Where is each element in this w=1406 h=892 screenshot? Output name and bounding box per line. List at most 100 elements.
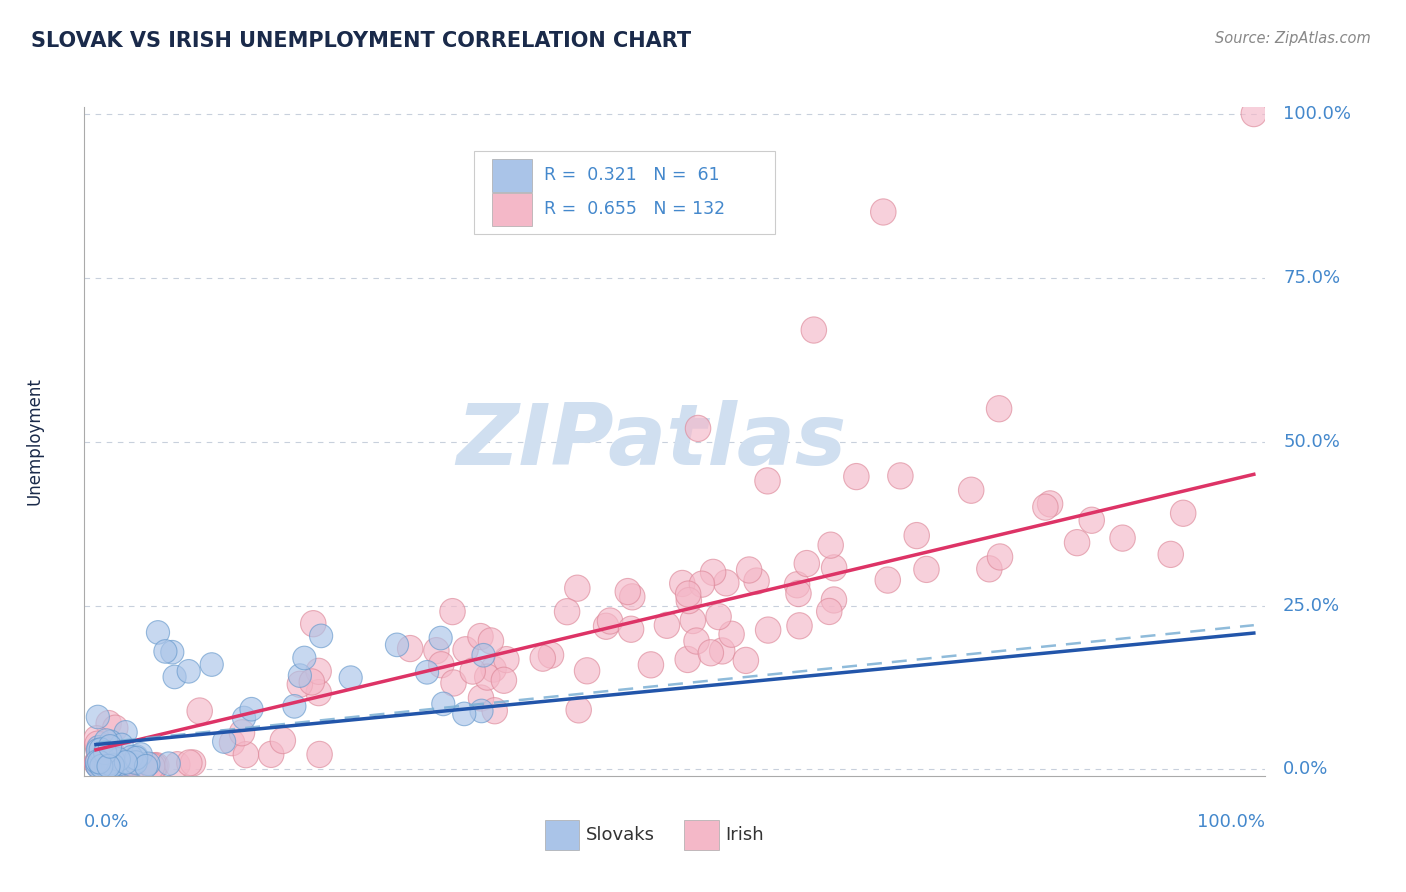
Ellipse shape [87,750,111,774]
Ellipse shape [1064,530,1090,556]
Ellipse shape [114,721,138,744]
Ellipse shape [491,667,516,693]
Ellipse shape [472,643,495,667]
Ellipse shape [90,755,112,778]
Text: 0.0%: 0.0% [84,813,129,830]
Ellipse shape [84,731,110,757]
Ellipse shape [675,581,702,607]
Ellipse shape [288,664,312,688]
FancyBboxPatch shape [546,821,579,849]
Ellipse shape [468,685,494,711]
Ellipse shape [101,754,125,777]
Ellipse shape [84,750,110,776]
Ellipse shape [309,624,333,648]
Ellipse shape [96,753,121,780]
Ellipse shape [94,755,117,778]
Ellipse shape [114,750,139,776]
Ellipse shape [90,742,115,768]
Ellipse shape [110,733,134,756]
Ellipse shape [619,616,644,642]
Ellipse shape [135,755,157,778]
Text: 75.0%: 75.0% [1284,268,1340,286]
Ellipse shape [460,658,485,684]
Ellipse shape [94,729,118,752]
Ellipse shape [818,532,844,558]
Ellipse shape [870,199,896,225]
Ellipse shape [530,645,555,672]
Ellipse shape [821,587,846,613]
Ellipse shape [84,749,110,776]
Ellipse shape [786,581,811,607]
Ellipse shape [620,583,645,610]
FancyBboxPatch shape [492,159,531,192]
Ellipse shape [987,396,1012,422]
Ellipse shape [87,753,112,780]
Ellipse shape [90,754,112,778]
Ellipse shape [93,755,115,778]
Ellipse shape [212,730,236,754]
Ellipse shape [689,571,714,598]
Ellipse shape [794,550,820,576]
Ellipse shape [139,753,165,780]
Ellipse shape [710,638,735,664]
Text: Source: ZipAtlas.com: Source: ZipAtlas.com [1215,31,1371,46]
Ellipse shape [554,599,579,624]
Ellipse shape [143,753,169,779]
Ellipse shape [801,317,827,343]
Ellipse shape [98,753,124,780]
Ellipse shape [120,746,143,769]
Ellipse shape [959,477,984,503]
Ellipse shape [683,628,709,654]
Ellipse shape [574,657,600,684]
FancyBboxPatch shape [685,821,718,849]
Ellipse shape [638,652,664,678]
Ellipse shape [177,750,202,776]
FancyBboxPatch shape [492,193,531,226]
Ellipse shape [270,728,295,754]
Ellipse shape [94,739,120,766]
Ellipse shape [385,633,409,657]
Ellipse shape [107,752,131,776]
Ellipse shape [565,575,591,601]
Ellipse shape [86,749,111,775]
Ellipse shape [111,753,136,780]
Ellipse shape [100,730,122,754]
Ellipse shape [1032,494,1059,520]
Text: 25.0%: 25.0% [1284,597,1340,615]
Ellipse shape [97,752,121,775]
Ellipse shape [89,738,112,762]
Ellipse shape [90,736,115,763]
Ellipse shape [107,754,131,778]
Ellipse shape [90,742,115,769]
Ellipse shape [474,664,501,690]
Ellipse shape [125,747,148,770]
Ellipse shape [977,556,1002,582]
Ellipse shape [96,710,121,737]
Ellipse shape [292,646,316,670]
Text: 0.0%: 0.0% [1284,761,1329,779]
Ellipse shape [120,748,145,774]
Ellipse shape [423,638,449,664]
Ellipse shape [86,755,110,778]
Ellipse shape [112,751,138,778]
Ellipse shape [229,720,254,746]
Ellipse shape [125,745,148,768]
Ellipse shape [1109,525,1135,551]
Ellipse shape [755,467,780,494]
Ellipse shape [105,747,131,773]
Ellipse shape [1038,491,1063,517]
Ellipse shape [681,607,706,633]
Ellipse shape [287,671,312,698]
Ellipse shape [96,755,120,778]
Ellipse shape [146,621,170,644]
Ellipse shape [299,669,325,695]
Ellipse shape [91,746,117,772]
Ellipse shape [129,743,152,766]
Text: Slovaks: Slovaks [586,826,655,844]
Ellipse shape [676,588,702,614]
Ellipse shape [121,753,143,777]
Ellipse shape [86,750,108,773]
Ellipse shape [86,755,110,778]
Ellipse shape [398,635,423,662]
Text: Unemployment: Unemployment [25,377,44,506]
